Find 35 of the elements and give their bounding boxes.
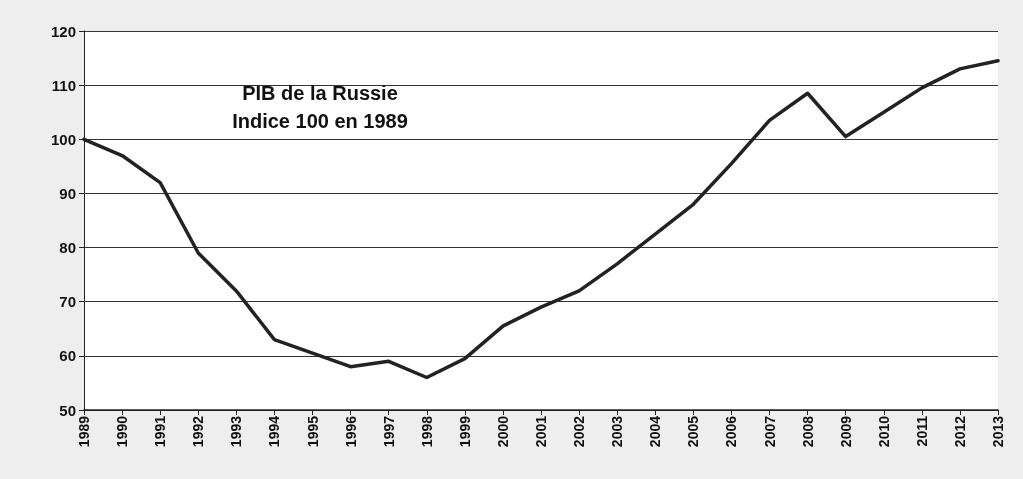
x-tick-label: 2004 <box>647 415 664 448</box>
x-tick-label: 2010 <box>875 415 892 448</box>
x-tick-label: 1993 <box>228 415 245 448</box>
x-tick-label: 1989 <box>76 415 92 448</box>
text: PIB de la Russie <box>242 82 398 104</box>
x-tick-label: 2013 <box>990 415 1006 448</box>
x-tick-label: 2008 <box>799 415 816 448</box>
x-tick-label: 1994 <box>266 415 283 448</box>
x-tick-label: 2009 <box>837 415 854 448</box>
x-tick-label: 1992 <box>190 415 207 448</box>
y-tick-label: 100 <box>50 130 76 148</box>
y-tick-label: 50 <box>59 401 76 419</box>
y-tick-label: 70 <box>59 293 76 311</box>
y-tick-label: 80 <box>59 239 76 257</box>
x-tick-label: 2012 <box>951 415 968 448</box>
x-tick-label: 2005 <box>685 415 702 448</box>
x-tick-label: 1995 <box>304 415 321 448</box>
x-tick-label: 1998 <box>418 415 435 448</box>
x-tick-label: 1996 <box>342 415 359 448</box>
x-tick-label: 2011 <box>913 415 930 447</box>
y-tick-label: 60 <box>59 347 76 365</box>
y-tick-label: 90 <box>59 184 76 202</box>
y-tick-label: 110 <box>51 76 76 94</box>
text: Indice 100 en 1989 <box>232 110 408 132</box>
x-tick-label: 2006 <box>723 415 740 448</box>
x-tick-label: 2000 <box>494 415 511 448</box>
x-tick-label: 2007 <box>761 415 778 448</box>
x-tick-label: 2003 <box>609 415 626 448</box>
x-tick-label: 1997 <box>380 415 397 448</box>
x-tick-label: 1991 <box>152 415 169 448</box>
x-tick-label: 1990 <box>114 415 131 448</box>
x-tick-label: 1999 <box>456 415 473 448</box>
x-tick-label: 2001 <box>533 415 549 448</box>
x-tick-label: 2002 <box>571 415 588 448</box>
y-tick-label: 120 <box>50 22 76 40</box>
